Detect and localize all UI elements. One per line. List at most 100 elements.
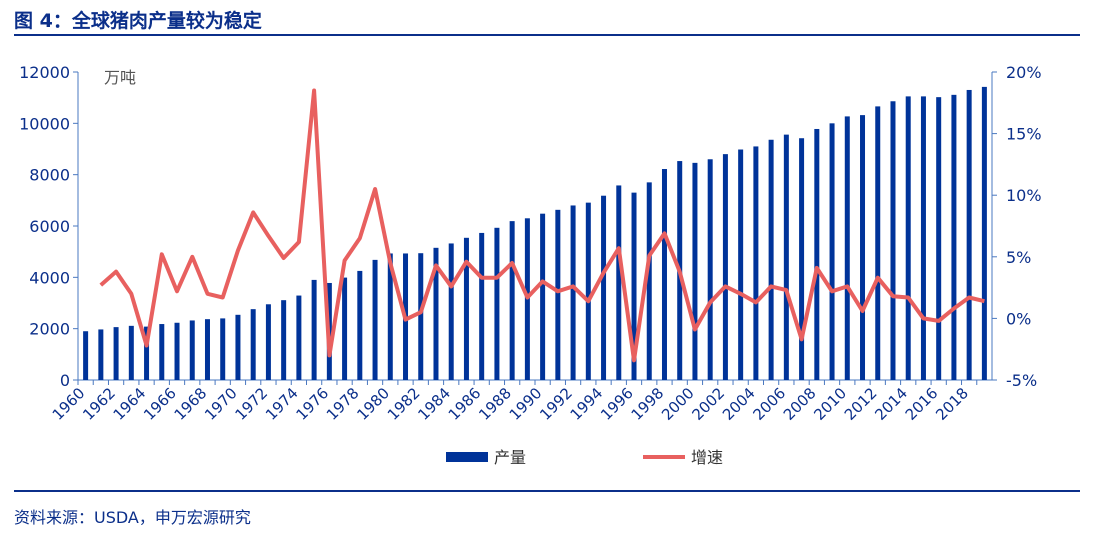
bar	[418, 253, 424, 380]
bar	[494, 227, 500, 380]
bar	[661, 169, 667, 380]
x-tick-label: 1994	[567, 384, 607, 424]
bar	[555, 209, 561, 380]
right-tick-label: 0%	[1006, 309, 1031, 328]
bar	[738, 149, 744, 380]
x-tick-label: 1966	[140, 384, 180, 424]
bar	[890, 101, 896, 380]
bar	[981, 86, 987, 381]
bar	[768, 139, 774, 380]
legend-bar-swatch	[446, 452, 488, 462]
x-tick-label: 1962	[79, 384, 119, 424]
bar	[98, 329, 104, 380]
bar	[220, 318, 226, 380]
right-tick-label: 20%	[1006, 63, 1042, 82]
x-tick-label: 1986	[445, 384, 485, 424]
x-tick-label: 1984	[414, 384, 454, 424]
x-tick-label: 2004	[719, 384, 759, 424]
x-tick-label: 1970	[201, 384, 241, 424]
right-tick-label: 5%	[1006, 248, 1031, 267]
legend-line-label: 增速	[691, 448, 723, 467]
bar	[128, 325, 134, 380]
x-tick-label: 1982	[384, 384, 424, 424]
left-tick-label: 6000	[29, 217, 70, 236]
bar	[920, 96, 926, 380]
right-tick-label: 15%	[1006, 125, 1042, 144]
left-tick-label: 10000	[19, 114, 70, 133]
bar	[692, 162, 698, 380]
left-tick-label: 8000	[29, 166, 70, 185]
bar	[936, 97, 942, 381]
bar	[433, 247, 439, 380]
bar	[783, 134, 789, 380]
figure-title: 图 4：全球猪肉产量较为稳定	[14, 10, 262, 32]
x-tick-label: 1980	[353, 384, 393, 424]
x-tick-label: 1988	[475, 384, 515, 424]
legend-bar-label: 产量	[494, 448, 526, 467]
bar	[951, 94, 957, 381]
left-tick-label: 4000	[29, 268, 70, 287]
bar	[144, 326, 150, 380]
bar	[448, 243, 454, 380]
x-tick-label: 2018	[932, 384, 972, 424]
bar	[342, 277, 348, 380]
bar	[722, 154, 728, 380]
bar	[570, 205, 576, 380]
bar	[113, 327, 119, 380]
x-tick-label: 1998	[628, 384, 668, 424]
bar	[860, 115, 866, 381]
bar	[753, 146, 759, 380]
bar	[265, 304, 271, 380]
bar	[357, 270, 363, 380]
left-tick-label: 2000	[29, 320, 70, 339]
bar	[707, 159, 713, 380]
bar	[83, 331, 89, 380]
unit-label: 万吨	[104, 68, 136, 87]
chart: 0 2000 4000 6000 8000 10000 12000 -5% 0% 5% 10% 15%…	[19, 63, 1042, 467]
bar	[799, 138, 805, 380]
bar	[829, 123, 835, 380]
x-tick-label: 2010	[810, 384, 850, 424]
bar	[174, 322, 180, 380]
left-tick-label: 0	[60, 371, 70, 390]
x-tick-label: 2016	[902, 384, 942, 424]
x-tick-label: 1996	[597, 384, 637, 424]
bar	[540, 213, 546, 380]
x-tick-label: 1972	[232, 384, 272, 424]
bar	[875, 106, 881, 380]
x-tick-label: 2012	[841, 384, 881, 424]
source-divider	[14, 490, 1080, 492]
bar	[250, 309, 256, 380]
bar	[281, 300, 287, 380]
bar	[966, 89, 972, 380]
bar	[189, 320, 195, 380]
bar	[601, 195, 607, 380]
x-tick-label: 1990	[506, 384, 546, 424]
left-tick-label: 12000	[19, 63, 70, 82]
x-tick-label: 2008	[780, 384, 820, 424]
bar	[311, 279, 317, 380]
title-divider	[14, 34, 1080, 36]
bar	[463, 237, 469, 380]
bar	[814, 128, 820, 380]
right-tick-label: 10%	[1006, 186, 1042, 205]
bar	[646, 182, 652, 380]
bar	[509, 221, 515, 380]
bar	[387, 253, 393, 380]
x-tick-label: 1992	[536, 384, 576, 424]
bar	[235, 314, 241, 380]
x-tick-label: 1960	[49, 384, 89, 424]
bar	[204, 319, 210, 380]
x-tick-label: 2002	[689, 384, 729, 424]
bar	[585, 202, 591, 380]
x-tick-label: 2006	[749, 384, 789, 424]
bar	[905, 96, 911, 380]
bar	[159, 324, 165, 380]
x-tick-label: 2000	[658, 384, 698, 424]
source-note: 资料来源：USDA，申万宏源研究	[14, 508, 251, 527]
x-tick-label: 1976	[292, 384, 332, 424]
right-tick-label: -5%	[1006, 371, 1037, 390]
bar	[296, 295, 302, 380]
bar	[844, 116, 850, 381]
